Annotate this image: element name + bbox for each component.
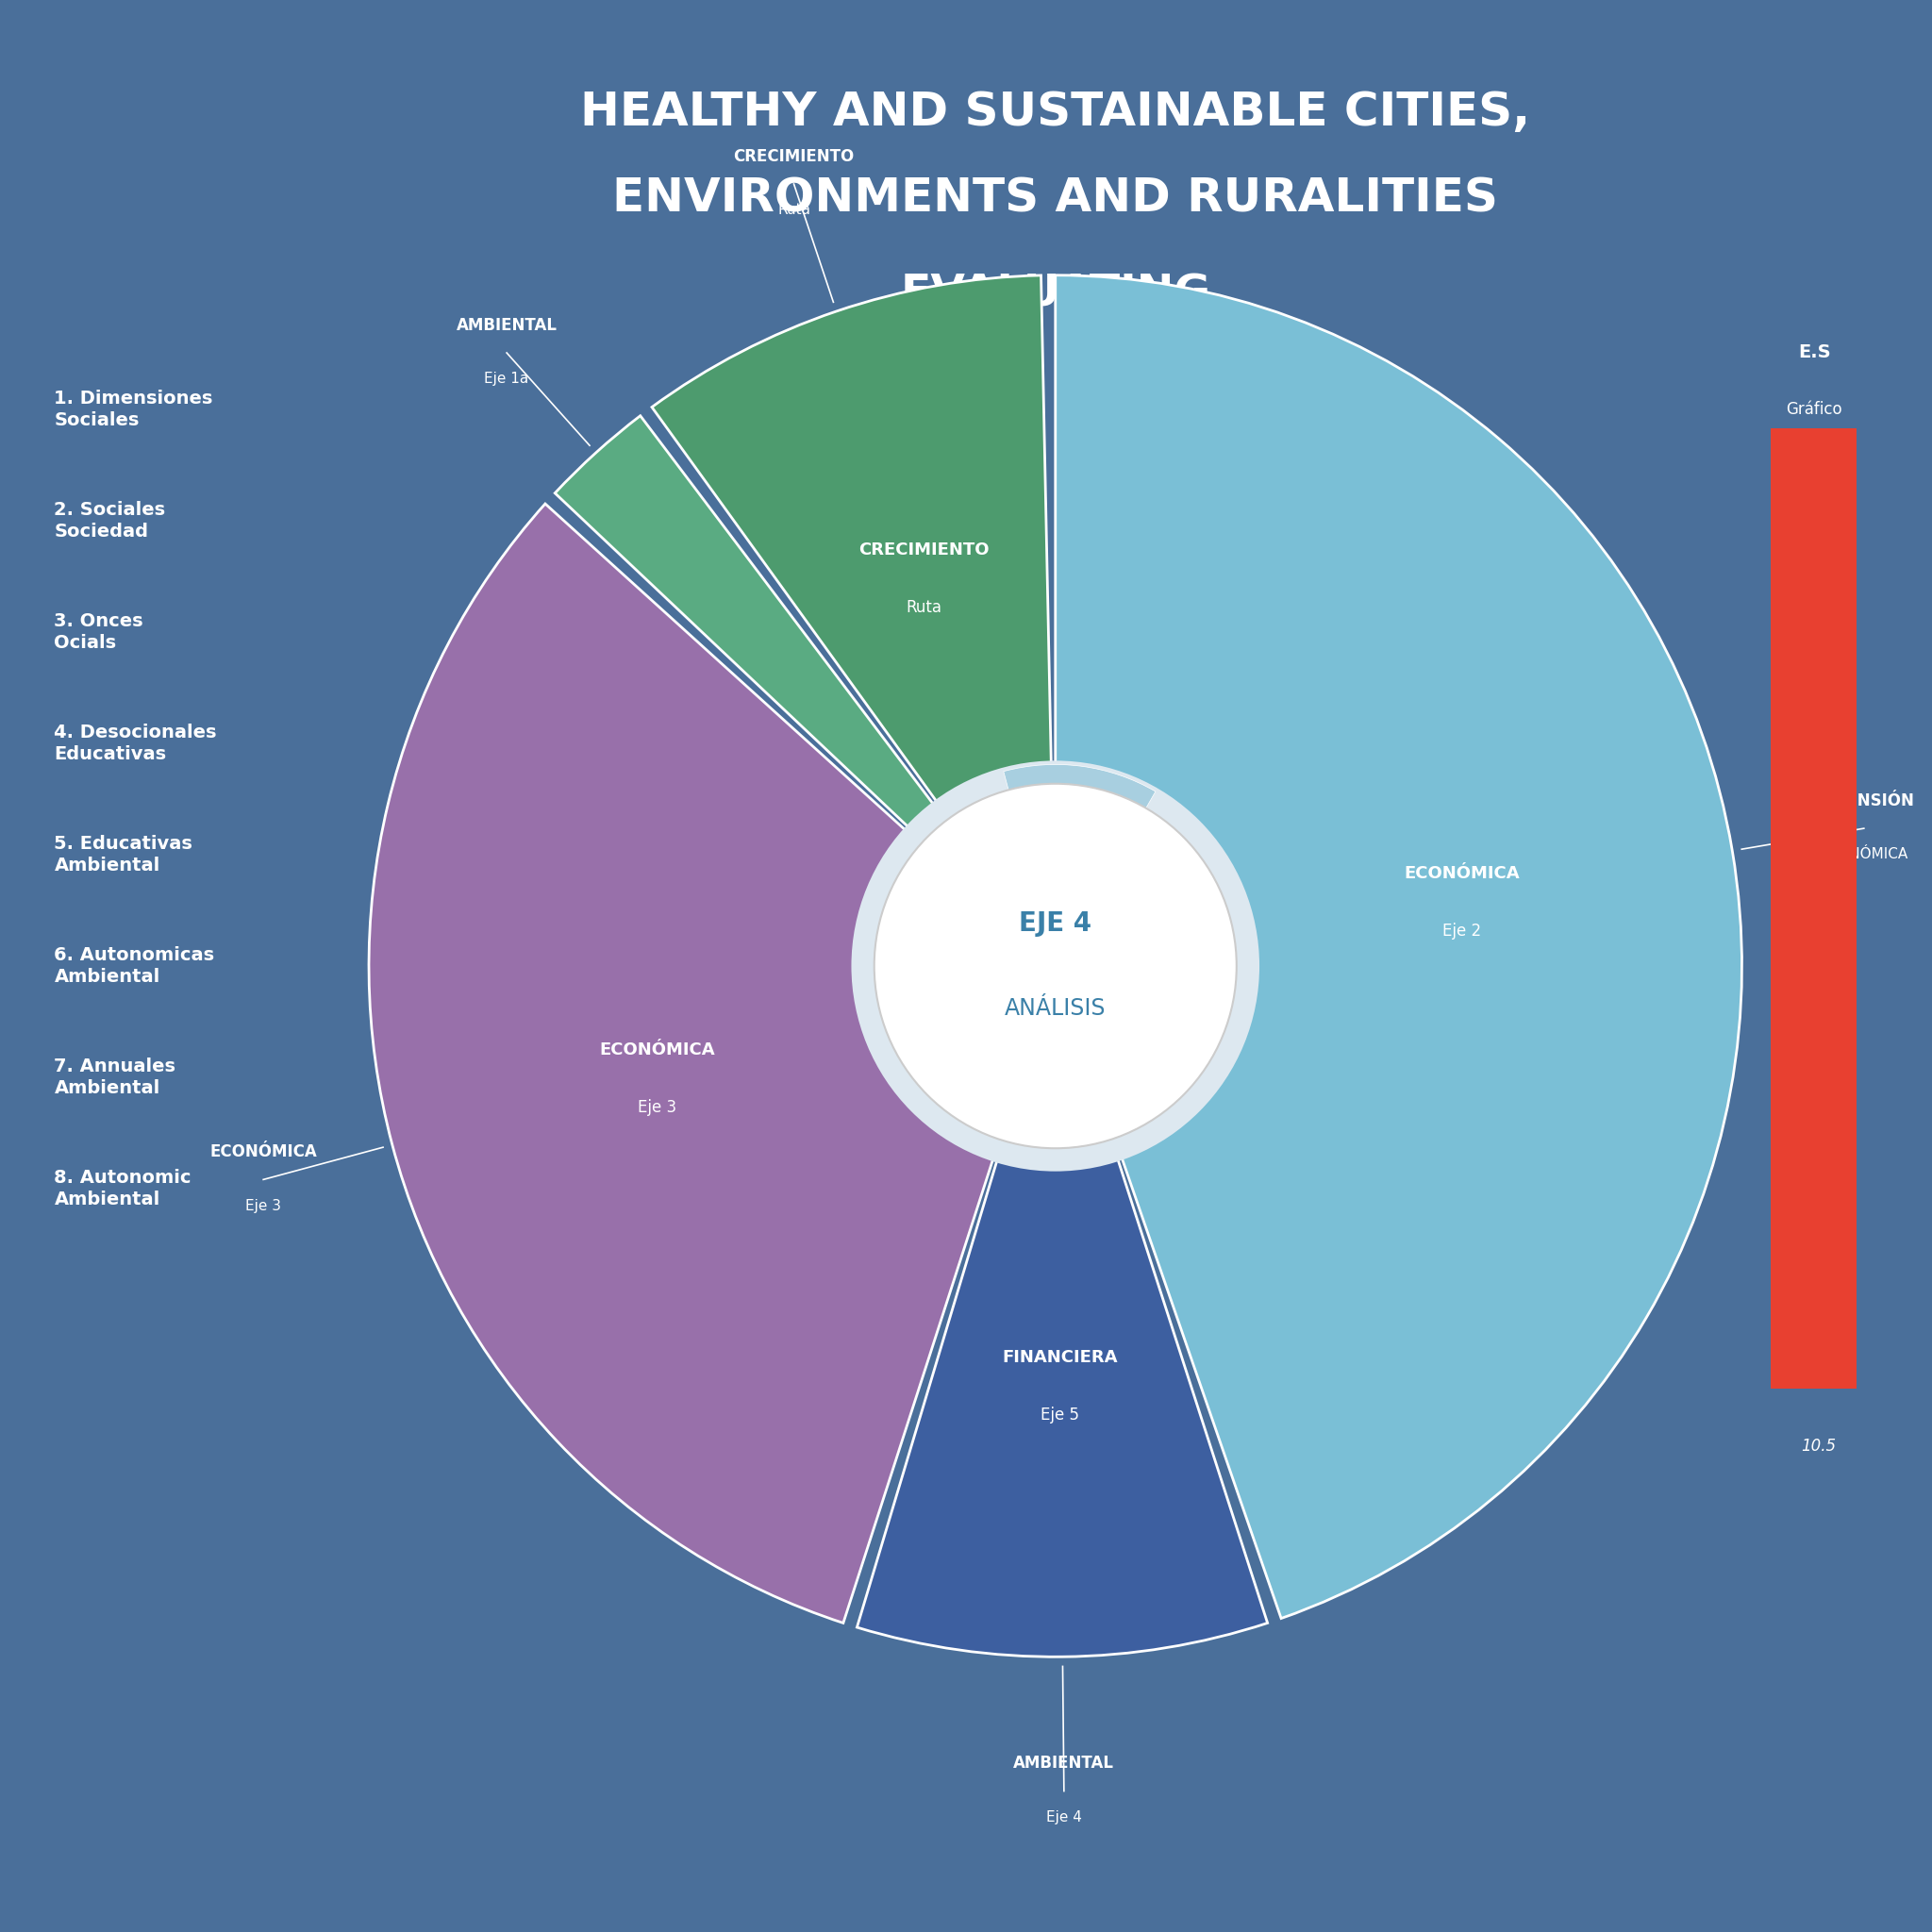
Text: ECONÓMICA: ECONÓMICA (1820, 848, 1909, 862)
Text: Ruta: Ruta (777, 203, 810, 216)
Text: CRECIMIENTO: CRECIMIENTO (734, 149, 854, 164)
Text: E.S: E.S (1799, 344, 1832, 361)
Text: 3. Onces
Ocials: 3. Onces Ocials (54, 612, 143, 653)
Text: AMBIENTAL: AMBIENTAL (1014, 1754, 1115, 1772)
Text: 4. Desocionales
Educativas: 4. Desocionales Educativas (54, 723, 216, 763)
Text: Eje 4: Eje 4 (1045, 1810, 1082, 1824)
Text: CRECIMIENTO: CRECIMIENTO (858, 541, 989, 558)
Text: Ruta: Ruta (906, 599, 943, 616)
Text: FINANCIERA: FINANCIERA (1003, 1349, 1117, 1366)
Text: ECONÓMICA: ECONÓMICA (599, 1041, 715, 1059)
Text: 10.5: 10.5 (1801, 1437, 1835, 1455)
Text: Gráfico: Gráfico (1787, 402, 1843, 417)
Wedge shape (858, 966, 1267, 1658)
Text: Eje 2: Eje 2 (1441, 923, 1482, 939)
Text: HEALTHY AND SUSTAINABLE CITIES,: HEALTHY AND SUSTAINABLE CITIES, (580, 89, 1530, 135)
FancyBboxPatch shape (1770, 429, 1857, 1389)
Text: DIMENSIÓN: DIMENSIÓN (1812, 792, 1915, 810)
Text: Eje 5: Eje 5 (1039, 1406, 1080, 1424)
Wedge shape (1003, 765, 1155, 966)
Text: ANÁLISIS: ANÁLISIS (1005, 997, 1107, 1020)
Text: EJE 4: EJE 4 (1018, 910, 1092, 937)
Wedge shape (369, 504, 1055, 1623)
Circle shape (873, 784, 1236, 1148)
Text: AMBIENTAL: AMBIENTAL (456, 317, 556, 334)
Text: 2. Sociales
Sociedad: 2. Sociales Sociedad (54, 500, 166, 541)
Text: ECONÓMICA: ECONÓMICA (1405, 866, 1519, 883)
Text: ENVIRONMENTS AND RURALITIES: ENVIRONMENTS AND RURALITIES (612, 176, 1497, 220)
Text: 7. Annuales
Ambiental: 7. Annuales Ambiental (54, 1057, 176, 1097)
Circle shape (852, 761, 1260, 1171)
Text: Eje 1a: Eje 1a (485, 373, 529, 386)
Text: Eje 3: Eje 3 (245, 1198, 282, 1213)
Text: 6. Autonomicas
Ambiental: 6. Autonomicas Ambiental (54, 947, 214, 985)
Wedge shape (554, 415, 1055, 966)
Text: EVALUATING: EVALUATING (900, 272, 1211, 315)
Text: 5. Educativas
Ambiental: 5. Educativas Ambiental (54, 835, 193, 875)
Text: Eje 3: Eje 3 (638, 1099, 676, 1117)
Text: 1. Dimensiones
Sociales: 1. Dimensiones Sociales (54, 390, 213, 429)
Text: ECONÓMICA: ECONÓMICA (211, 1144, 317, 1161)
Wedge shape (1055, 274, 1743, 1619)
Text: 8. Autonomic
Ambiental: 8. Autonomic Ambiental (54, 1169, 191, 1209)
Wedge shape (651, 276, 1055, 966)
